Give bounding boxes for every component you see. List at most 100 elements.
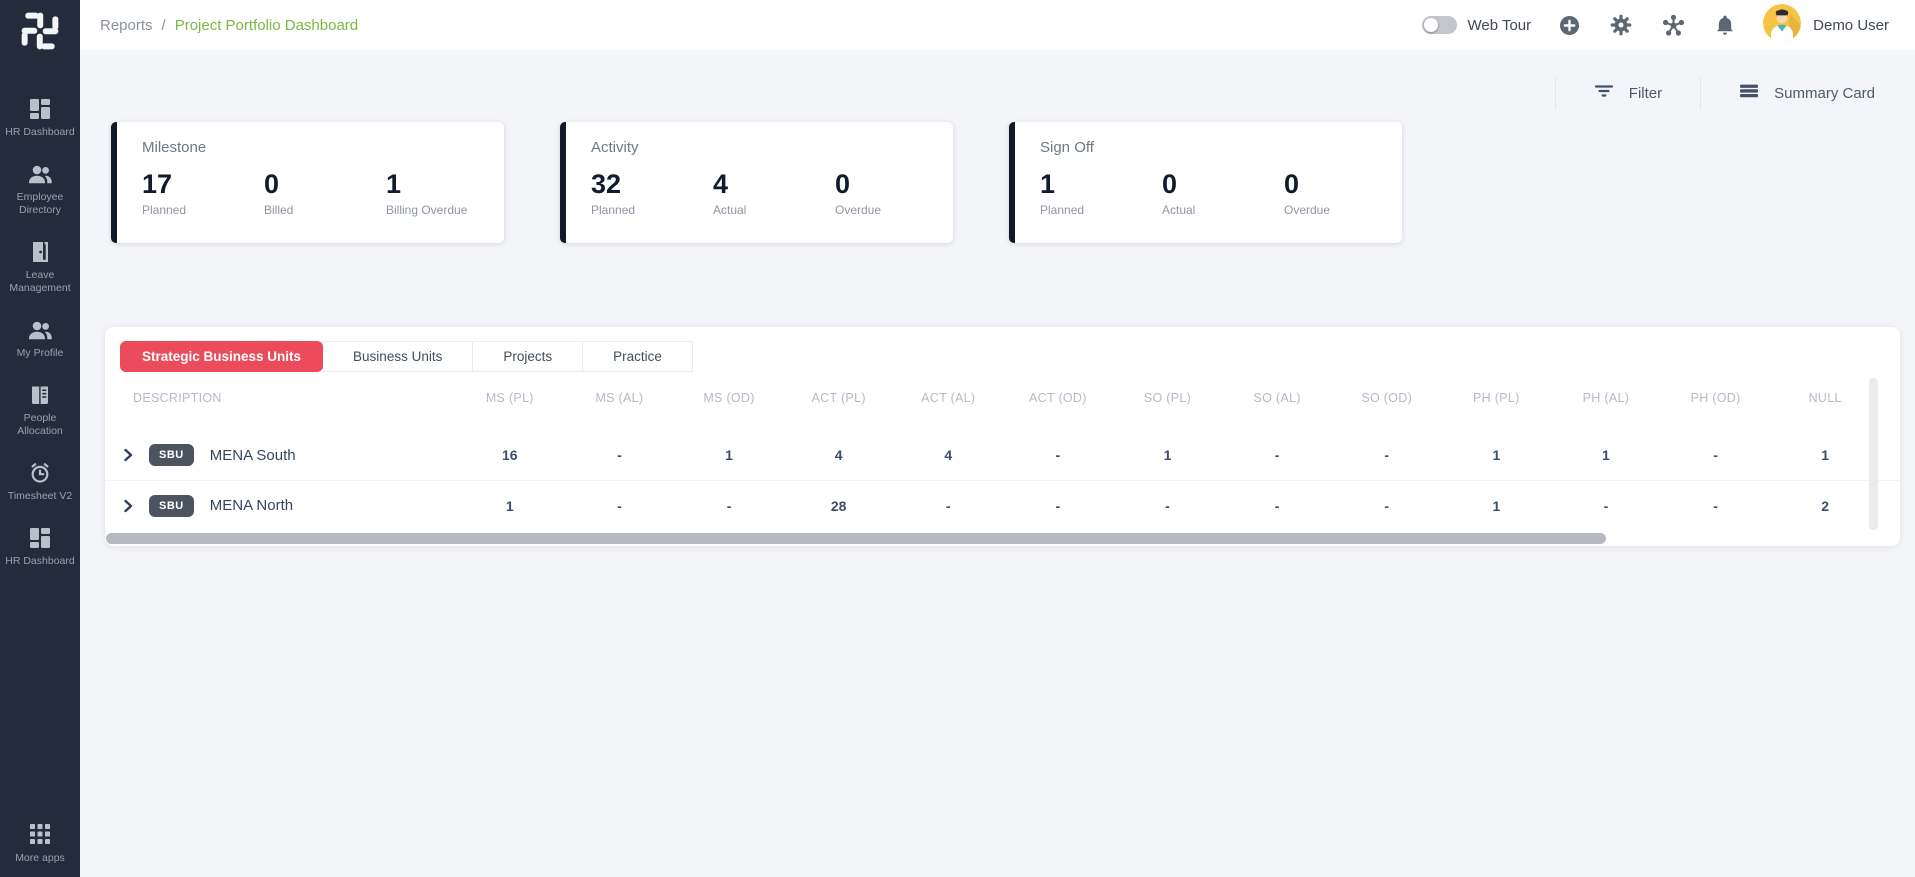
table-cell: -	[726, 497, 732, 514]
sidebar-nav: HR Dashboard Employee Directory Leave Ma…	[0, 97, 80, 568]
row-name: MENA North	[209, 497, 294, 514]
stat-label: Actual	[713, 203, 747, 217]
card-stats: 32 Planned 4 Actual 0 Overdue	[591, 169, 953, 217]
table-row[interactable]: SBU MENA South 16 - 1 4 4 - 1 - - 1 1 - 1	[105, 430, 1900, 480]
apps-icon[interactable]	[1662, 14, 1685, 37]
card-stats: 17 Planned 0 Billed 1 Billing Overdue	[142, 169, 504, 217]
column-header-so-pl: SO (PL)	[1143, 391, 1192, 405]
horizontal-scrollbar[interactable]	[105, 533, 1900, 545]
stat-value: 1	[1040, 169, 1056, 199]
table-cell: -	[1713, 497, 1718, 514]
sidebar-item-hr-dashboard[interactable]: HR Dashboard	[0, 97, 80, 139]
column-header-so-od: SO (OD)	[1361, 391, 1413, 405]
notifications-icon[interactable]	[1715, 14, 1735, 36]
tab-practice[interactable]: Practice	[582, 341, 693, 372]
column-header-description: DESCRIPTION	[133, 391, 222, 405]
sidebar-item-hr-dashboard[interactable]: HR Dashboard	[0, 526, 80, 568]
column-header-ph-pl: PH (PL)	[1473, 391, 1520, 405]
tab-business-units[interactable]: Business Units	[322, 341, 474, 372]
settings-icon[interactable]	[1610, 14, 1632, 36]
stat-label: Overdue	[835, 203, 882, 217]
topbar-actions: Web Tour	[1422, 3, 1889, 47]
row-type-badge: SBU	[149, 494, 194, 517]
summary-card-activity: Activity 32 Planned 4 Actual 0 Overdue	[560, 122, 953, 243]
table-cell: 2	[1821, 497, 1830, 514]
stat-value: 0	[1284, 169, 1300, 199]
app-logo-icon[interactable]	[18, 9, 62, 53]
stat-value: 1	[386, 169, 402, 199]
toggle-knob	[1424, 18, 1439, 32]
table-panel: Strategic Business Units Business Units Pr…	[105, 327, 1900, 546]
sidebar-item-leave-management[interactable]: Leave Management	[0, 240, 80, 295]
dashboard-icon	[28, 97, 52, 121]
web-tour-toggle[interactable]	[1422, 16, 1458, 34]
breadcrumb-reports[interactable]: Reports	[100, 16, 153, 34]
table-cell: -	[1055, 447, 1061, 463]
chevron-right-icon[interactable]	[121, 448, 137, 462]
breadcrumb: Reports / Project Portfolio Dashboard	[100, 17, 358, 34]
web-tour-label: Web Tour	[1467, 16, 1532, 34]
card-title: Activity	[591, 139, 639, 156]
table-cell: 1	[505, 497, 514, 514]
column-header-ms-pl: MS (PL)	[485, 391, 534, 405]
breadcrumb-separator: /	[161, 16, 166, 34]
dashboard-icon	[28, 526, 52, 550]
column-header-ms-al: MS (AL)	[595, 391, 644, 405]
sidebar-item-my-profile[interactable]: My Profile	[0, 318, 80, 360]
tab-strategic-business-units[interactable]: Strategic Business Units	[120, 341, 324, 372]
sidebar-item-people-allocation[interactable]: People Allocation	[0, 383, 80, 438]
sidebar-item-more-apps[interactable]: More apps	[0, 822, 80, 865]
column-header-act-pl: ACT (PL)	[811, 391, 866, 405]
stat-value: 0	[1162, 169, 1178, 199]
toolbar-divider	[1554, 76, 1556, 110]
table-cell: 4	[834, 447, 843, 463]
column-header-act-al: ACT (AL)	[921, 391, 976, 405]
filter-button[interactable]: Filter	[1594, 83, 1662, 104]
stat-label: Billing Overdue	[386, 203, 468, 217]
horizontal-scrollbar-thumb[interactable]	[106, 533, 1606, 544]
stat-label: Billed	[264, 203, 294, 217]
table-cell: 1	[725, 447, 733, 463]
table-cell: -	[945, 497, 951, 514]
column-header-so-al: SO (AL)	[1253, 391, 1301, 405]
table-cell: 1	[1163, 447, 1172, 463]
column-header-ph-al: PH (AL)	[1582, 391, 1630, 405]
column-header-act-od: ACT (OD)	[1029, 391, 1087, 405]
table-row[interactable]: SBU MENA North 1 - - 28 - - - - - 1 - - 2	[105, 480, 1900, 530]
tab-projects[interactable]: Projects	[472, 341, 584, 372]
table-cell: -	[1713, 447, 1718, 463]
stat-value: 4	[713, 169, 729, 199]
chevron-right-icon[interactable]	[121, 499, 137, 513]
add-icon[interactable]	[1559, 15, 1580, 36]
topbar: Reports / Project Portfolio Dashboard We…	[80, 0, 1915, 50]
people-icon	[27, 162, 53, 186]
card-stat: 17 Planned	[142, 169, 264, 217]
card-stat: 4 Actual	[713, 169, 835, 217]
stat-label: Actual	[1162, 203, 1196, 217]
table-cell: 1	[1602, 447, 1610, 463]
toolbar-row: Filter Summary Card	[1554, 76, 1875, 110]
summary-card-label: Summary Card	[1774, 84, 1875, 102]
sidebar-item-timesheet-v2[interactable]: Timesheet V2	[0, 461, 80, 503]
user-name: Demo User	[1813, 16, 1889, 34]
summary-card-button[interactable]: Summary Card	[1739, 83, 1875, 104]
table-cell: -	[617, 497, 622, 514]
table-body: SBU MENA South 16 - 1 4 4 - 1 - - 1 1 - 1 SBU MENA N…	[105, 430, 1900, 530]
column-header-ms-od: MS (OD)	[703, 391, 755, 405]
stat-label: Overdue	[1284, 203, 1331, 217]
table-cell: -	[1055, 497, 1061, 514]
toolbar-divider	[1700, 76, 1702, 110]
table-cell: 1	[1492, 447, 1501, 463]
stat-value: 32	[591, 169, 622, 199]
avatar[interactable]	[1763, 3, 1802, 47]
card-title: Sign Off	[1040, 139, 1094, 156]
vertical-scrollbar[interactable]	[1869, 378, 1878, 530]
sidebar-item-employee-directory[interactable]: Employee Directory	[0, 162, 80, 217]
stat-label: Planned	[591, 203, 636, 217]
card-stat: 1 Planned	[1040, 169, 1162, 217]
web-tour-toggle-group: Web Tour	[1422, 16, 1531, 34]
sidebar: HR Dashboard Employee Directory Leave Ma…	[0, 0, 80, 877]
card-stat: 0 Actual	[1162, 169, 1284, 217]
user-menu[interactable]: Demo User	[1763, 3, 1889, 47]
